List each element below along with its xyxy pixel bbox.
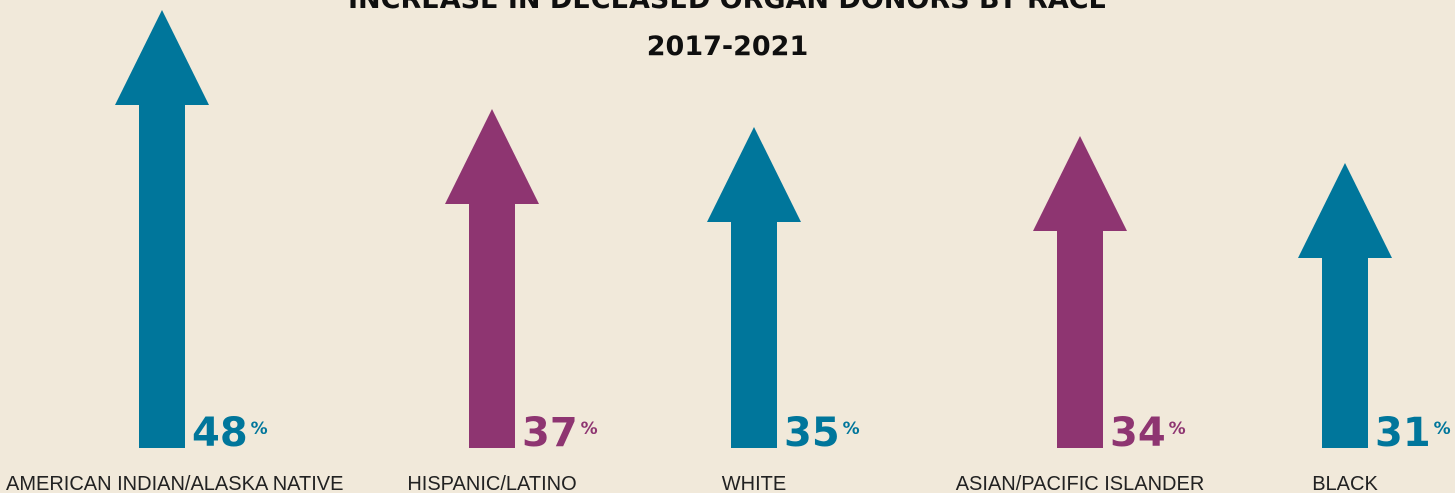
category-label-black: BLACK [1312, 473, 1378, 493]
bar-arrowhead-black [1298, 163, 1392, 258]
bar-arrowhead-asian-pacific-islander [1033, 136, 1127, 231]
chart-subtitle: 2017-2021 [646, 31, 809, 62]
category-label-american-indian-alaska-native: AMERICAN INDIAN/ALASKA NATIVE [6, 473, 344, 493]
bar-shaft-white [731, 221, 777, 448]
category-label-asian-pacific-islander: ASIAN/PACIFIC ISLANDER [956, 473, 1205, 493]
value-unit-hispanic-latino: % [581, 419, 598, 439]
category-label-hispanic-latino: HISPANIC/LATINO [407, 473, 576, 493]
bar-arrowhead-hispanic-latino [445, 109, 539, 204]
bar-black [1298, 163, 1392, 448]
value-unit-asian-pacific-islander: % [1169, 419, 1186, 439]
chart-title: INCREASE IN DECEASED ORGAN DONORS BY RAC… [0, 0, 1455, 15]
value-label-white: 35 [784, 410, 840, 456]
bar-shaft-black [1322, 257, 1368, 448]
bar-shaft-hispanic-latino [469, 203, 515, 448]
bar-arrowhead-white [707, 127, 801, 222]
bar-american-indian-alaska-native [115, 10, 209, 448]
bar-white [707, 127, 801, 448]
value-label-asian-pacific-islander: 34 [1110, 410, 1166, 456]
bar-shaft-american-indian-alaska-native [139, 104, 185, 448]
value-unit-white: % [843, 419, 860, 439]
bar-hispanic-latino [445, 109, 539, 448]
bar-arrowhead-american-indian-alaska-native [115, 10, 209, 105]
value-unit-black: % [1434, 419, 1451, 439]
value-label-american-indian-alaska-native: 48 [192, 410, 248, 456]
bar-asian-pacific-islander [1033, 136, 1127, 448]
bar-shaft-asian-pacific-islander [1057, 230, 1103, 448]
value-unit-american-indian-alaska-native: % [251, 419, 268, 439]
value-label-hispanic-latino: 37 [522, 410, 578, 456]
value-label-black: 31 [1375, 410, 1431, 456]
category-label-white: WHITE [722, 473, 786, 493]
